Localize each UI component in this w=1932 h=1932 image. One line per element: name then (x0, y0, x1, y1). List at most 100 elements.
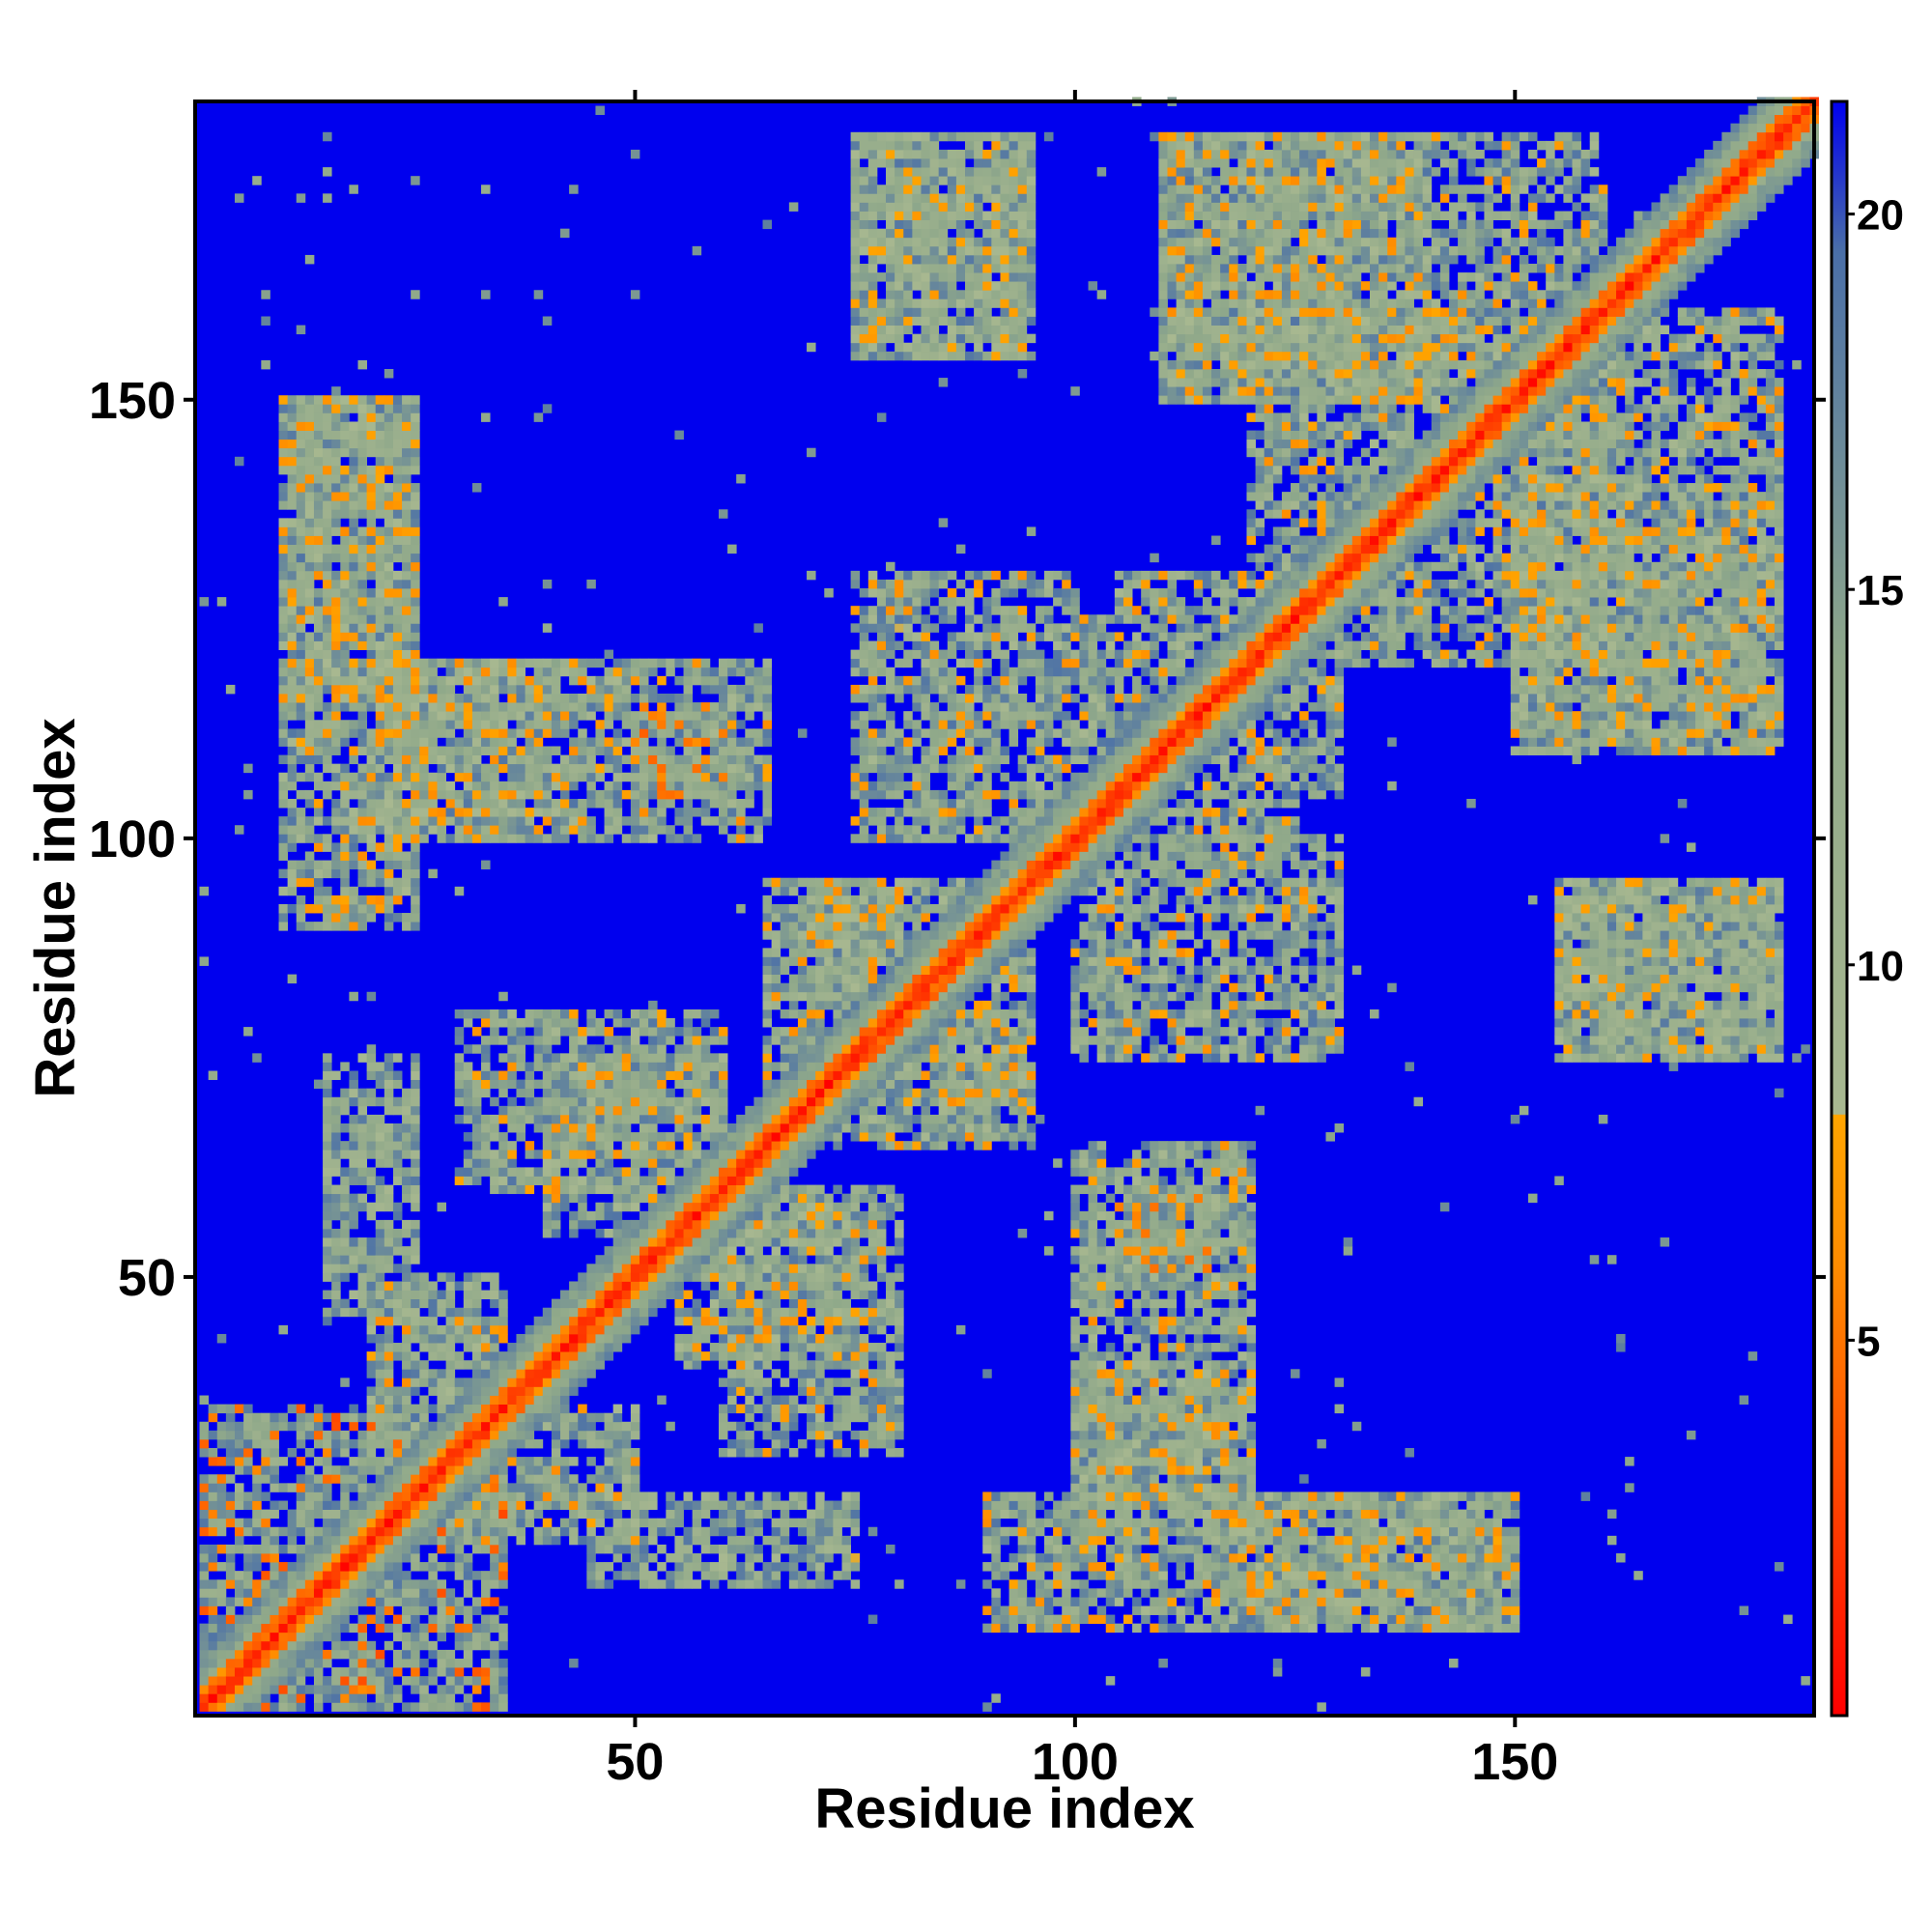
heatmap-cell (375, 1579, 385, 1589)
heatmap-cell (762, 913, 773, 923)
heatmap-cell (366, 509, 377, 519)
heatmap-cell (674, 754, 684, 765)
heatmap-cell (296, 518, 306, 527)
heatmap-cell (507, 1378, 517, 1387)
heatmap-cell (639, 1210, 649, 1221)
heatmap-cell (323, 1483, 332, 1492)
heatmap-cell (709, 789, 720, 800)
heatmap-cell (621, 684, 632, 695)
heatmap-cell (199, 1623, 210, 1634)
heatmap-cell (357, 1465, 368, 1475)
heatmap-cell (762, 1193, 773, 1204)
heatmap-cell (797, 1044, 808, 1054)
heatmap-cell (516, 1123, 526, 1133)
heatmap-cell (498, 1640, 508, 1651)
heatmap-cell (507, 1438, 517, 1449)
heatmap-cell (411, 1298, 420, 1309)
heatmap-cell (287, 816, 298, 826)
heatmap-cell (402, 1702, 412, 1712)
heatmap-cell (674, 763, 684, 774)
heatmap-cell (331, 868, 341, 879)
heatmap-cell (375, 1158, 385, 1168)
heatmap-cell (630, 1009, 640, 1019)
heatmap-cell (428, 1351, 438, 1361)
heatmap-cell (402, 447, 412, 458)
heatmap-cell (454, 1351, 465, 1361)
heatmap-cell (340, 1202, 350, 1212)
heatmap-cell (718, 1552, 728, 1563)
heatmap-cell (402, 492, 412, 501)
heatmap-cell (612, 1324, 623, 1335)
heatmap-cell (366, 640, 377, 650)
heatmap-cell (595, 1316, 605, 1326)
heatmap-cell (357, 1176, 368, 1185)
heatmap-cell (753, 1448, 763, 1458)
heatmap-cell (736, 1255, 746, 1264)
heatmap-cell (674, 1509, 684, 1520)
heatmap-cell (357, 737, 368, 747)
heatmap-cell (498, 1386, 508, 1396)
heatmap-cell (454, 667, 465, 677)
heatmap-cell (402, 737, 412, 747)
heatmap-cell (692, 1088, 702, 1098)
heatmap-cell (788, 982, 799, 993)
heatmap-cell (234, 1623, 244, 1634)
heatmap-cell (340, 789, 350, 800)
heatmap-cell (323, 1202, 332, 1212)
heatmap-cell (402, 1483, 412, 1492)
heatmap-cell (243, 1421, 253, 1432)
heatmap-cell (648, 1272, 658, 1282)
heatmap-cell (780, 1079, 790, 1090)
heatmap-cell (498, 834, 508, 843)
heatmap-cell (313, 754, 324, 765)
heatmap-cell (437, 1290, 446, 1300)
heatmap-cell (402, 1579, 412, 1589)
heatmap-cell (323, 1518, 332, 1528)
heatmap-cell (481, 1132, 491, 1142)
heatmap-cell (490, 1009, 499, 1019)
heatmap-cell (657, 1088, 667, 1098)
heatmap-cell (481, 675, 491, 686)
heatmap-cell (780, 1088, 790, 1098)
heatmap-cell (481, 1448, 491, 1458)
heatmap-cell (375, 1255, 385, 1264)
heatmap-cell (718, 658, 728, 668)
heatmap-cell (507, 1141, 517, 1151)
heatmap-cell (411, 763, 420, 774)
heatmap-cell (542, 1036, 553, 1045)
heatmap-cell (762, 808, 773, 817)
heatmap-cell (578, 694, 587, 703)
heatmap-cell (683, 658, 694, 668)
heatmap-cell (621, 667, 632, 677)
heatmap-cell (560, 1333, 570, 1344)
heatmap-cell (225, 1492, 236, 1501)
heatmap-cell (578, 825, 587, 835)
heatmap-cell (471, 1079, 482, 1090)
heatmap-cell (700, 1009, 711, 1019)
heatmap-cell (419, 1333, 429, 1344)
heatmap-cell (366, 1492, 377, 1501)
heatmap-cell (692, 1036, 702, 1045)
heatmap-cell (340, 1685, 350, 1694)
heatmap-cell (216, 1579, 227, 1589)
heatmap-cell (762, 1105, 773, 1116)
heatmap-cell (551, 1307, 561, 1318)
heatmap-cell (516, 1535, 526, 1546)
heatmap-cell (340, 1518, 350, 1528)
heatmap-cell (630, 1290, 640, 1300)
heatmap-cell (287, 1526, 298, 1537)
heatmap-cell (304, 737, 315, 747)
heatmap-cell (569, 1009, 579, 1019)
heatmap-cell (471, 1518, 482, 1528)
heatmap-cell (533, 1351, 544, 1361)
heatmap-cell (296, 1552, 306, 1563)
heatmap-cell (463, 1324, 473, 1335)
heatmap-cell (331, 1264, 341, 1273)
heatmap-cell (199, 1395, 210, 1405)
heatmap-cell (402, 1597, 412, 1606)
heatmap-cell (569, 1483, 579, 1492)
heatmap-cell (771, 1132, 781, 1142)
heatmap-cell (481, 737, 491, 747)
heatmap-cell (323, 1105, 332, 1116)
heatmap-cell (498, 781, 508, 791)
